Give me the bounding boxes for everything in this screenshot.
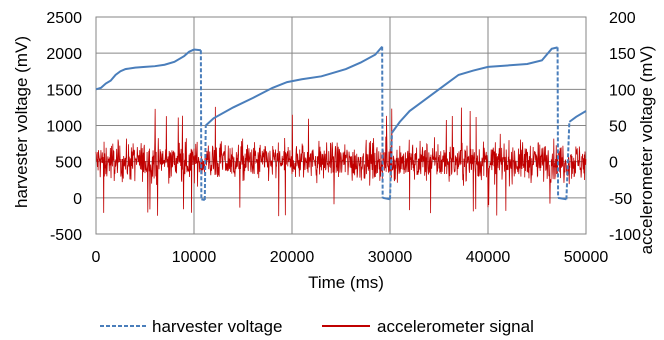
- right-tick-label: -50: [609, 191, 632, 208]
- harvester-voltage-series: [95, 46, 587, 201]
- harvester-voltage-drop: [389, 132, 393, 200]
- harvester-voltage-line: [568, 110, 587, 123]
- legend-harvester-label: harvester voltage: [152, 317, 282, 336]
- harvester-voltage-line: [557, 196, 567, 201]
- accelerometer-signal-series: [95, 106, 587, 217]
- right-tick-label: 200: [609, 10, 636, 27]
- harvester-voltage-drop: [565, 121, 571, 200]
- x-axis-title: Time (ms): [308, 273, 384, 292]
- x-tick-label: 30000: [368, 249, 413, 266]
- legend-accelerometer-label: accelerometer signal: [377, 317, 534, 336]
- harvester-voltage-drop: [203, 125, 207, 201]
- left-tick-label: 1000: [46, 119, 82, 136]
- right-axis-title: accelerometer voltage (mV): [637, 46, 656, 255]
- harvester-voltage-line: [382, 196, 391, 201]
- left-axis-ticks: -500 0 500 1000 1500 2000 2500: [46, 10, 82, 244]
- right-tick-label: -100: [609, 227, 641, 244]
- x-tick-label: 0: [92, 249, 101, 266]
- grid-lines: [95, 16, 587, 235]
- x-tick-label: 10000: [172, 249, 217, 266]
- harvester-voltage-line: [205, 46, 383, 127]
- accelerometer-signal-line: [95, 106, 587, 217]
- right-tick-label: 0: [609, 155, 618, 172]
- left-axis-title: harvester voltage (mV): [12, 36, 31, 208]
- right-tick-label: 100: [609, 82, 636, 99]
- right-axis-ticks: -100 -50 0 50 100 150 200: [609, 10, 641, 244]
- right-tick-label: 150: [609, 46, 636, 63]
- x-tick-label: 50000: [564, 249, 609, 266]
- harvester-voltage-line: [95, 48, 201, 91]
- left-tick-label: -500: [50, 227, 82, 244]
- left-tick-label: 2500: [46, 10, 82, 27]
- legend: harvester voltage accelerometer signal: [100, 317, 534, 336]
- x-axis-ticks: 0 10000 20000 30000 40000 50000: [92, 249, 609, 266]
- harvester-voltage-line: [391, 46, 558, 134]
- right-tick-label: 50: [609, 119, 627, 136]
- left-tick-label: 0: [73, 191, 82, 208]
- left-tick-label: 500: [55, 155, 82, 172]
- x-tick-label: 40000: [466, 249, 511, 266]
- left-tick-label: 2000: [46, 46, 82, 63]
- left-tick-label: 1500: [46, 82, 82, 99]
- x-tick-label: 20000: [270, 249, 315, 266]
